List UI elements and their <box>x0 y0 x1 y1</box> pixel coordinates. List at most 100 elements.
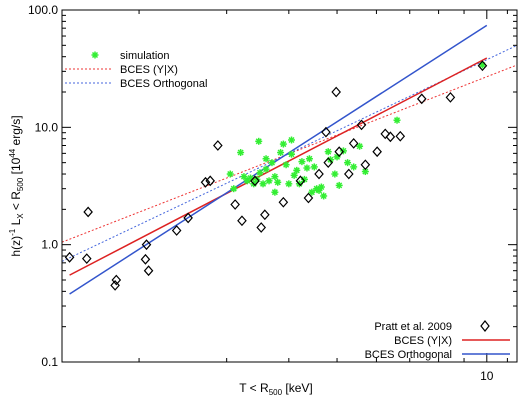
legend-label-bces-yx-solid: BCES (Y|X) <box>394 335 452 347</box>
y-tick-label: 0.1 <box>41 355 58 369</box>
legend-bottom: Pratt et al. 2009 BCES (Y|X) BCES Orthog… <box>365 320 510 361</box>
pratt-point <box>334 146 344 158</box>
legend-diamond-marker <box>480 320 490 332</box>
simulation-point <box>240 173 248 181</box>
simulation-point <box>293 166 301 174</box>
pratt-point <box>385 131 396 143</box>
legend-item-pratt: Pratt et al. 2009 <box>374 320 490 333</box>
legend-item-bces-orth-dotted: BCES Orthogonal <box>65 78 207 90</box>
pratt-point <box>140 253 151 265</box>
simulation-point <box>274 178 282 186</box>
simulation-point <box>305 155 313 163</box>
simulation-point <box>393 116 401 124</box>
pratt-point <box>111 274 122 286</box>
simulation-point <box>303 164 311 172</box>
pratt-point <box>380 128 391 140</box>
simulation-point <box>259 180 267 188</box>
pratt-point <box>64 251 75 263</box>
simulation-point <box>271 173 279 181</box>
pratt-point <box>171 225 182 236</box>
legend-label-simulation: simulation <box>120 50 170 62</box>
pratt-point <box>323 157 334 169</box>
simulation-point <box>282 161 290 169</box>
legend-top: simulation BCES (Y|X) BCES Orthogonal <box>65 50 207 90</box>
pratt-point <box>372 146 382 158</box>
simulation-point <box>356 142 364 150</box>
pratt-point <box>230 199 240 210</box>
pratt-point <box>250 175 260 187</box>
legend-label-bces-yx-dotted: BCES (Y|X) <box>120 64 178 76</box>
simulation-point <box>308 188 316 196</box>
simulation-point <box>285 180 293 188</box>
x-tick-label: 10 <box>480 369 494 383</box>
simulation-point <box>271 188 279 196</box>
y-axis-label: h(z)-1 LX < R500 [1044 erg/s] <box>8 115 25 256</box>
pratt-point <box>278 196 289 208</box>
pratt-point <box>356 119 367 131</box>
simulation-point <box>324 148 332 156</box>
legend-item-bces-yx-solid: BCES (Y|X) <box>394 335 510 347</box>
pratt-point <box>81 253 92 265</box>
pratt-point <box>321 126 331 138</box>
simulation-point <box>317 183 325 191</box>
pratt-point <box>445 91 456 103</box>
pratt-point <box>303 192 314 204</box>
pratt-point <box>183 212 193 224</box>
fit-line-solid-2 <box>69 57 488 276</box>
simulation-point <box>335 181 343 189</box>
pratt-point <box>331 86 341 98</box>
pratt-point <box>256 222 267 233</box>
pratt-point <box>237 215 247 227</box>
pratt-point <box>360 159 371 171</box>
data-points <box>64 60 488 291</box>
simulation-point <box>298 158 306 166</box>
pratt-point <box>143 265 154 277</box>
pratt-point <box>213 140 223 151</box>
simulation-point <box>230 185 238 193</box>
simulation-point <box>288 150 296 158</box>
simulation-point <box>265 177 273 185</box>
plot-frame <box>61 9 518 363</box>
legend-star-marker <box>91 51 99 59</box>
legend-label-bces-orth-dotted: BCES Orthogonal <box>120 78 207 90</box>
legend-label-pratt: Pratt et al. 2009 <box>374 321 452 333</box>
simulation-point <box>331 170 339 178</box>
simulation-point <box>256 169 264 177</box>
legend-item-bces-yx-dotted: BCES (Y|X) <box>65 64 178 76</box>
pratt-point <box>344 168 354 180</box>
simulation-point <box>300 175 308 183</box>
simulation-point <box>262 155 270 163</box>
simulation-point <box>326 156 334 164</box>
pratt-point <box>348 137 359 149</box>
axis-ticks: 0.1 1.0 10.0 100.0 10 <box>28 3 517 383</box>
legend-item-bces-orth-solid: BCES Orthogonal <box>365 349 510 361</box>
simulation-point <box>226 170 234 178</box>
legend-label-bces-orth-solid: BCES Orthogonal <box>365 349 452 361</box>
simulation-point <box>344 159 352 167</box>
simulation-point <box>290 171 298 179</box>
simulation-point <box>262 165 270 173</box>
y-tick-label: 1.0 <box>41 238 58 252</box>
pratt-point <box>260 209 270 221</box>
simulation-point <box>277 149 285 157</box>
pratt-point <box>416 93 427 105</box>
pratt-point <box>314 168 324 180</box>
legend-item-simulation: simulation <box>91 50 170 62</box>
simulation-point <box>237 149 245 157</box>
simulation-point <box>255 137 263 145</box>
pratt-point <box>205 175 216 187</box>
pratt-point <box>141 239 152 251</box>
simulation-point <box>350 163 358 171</box>
y-tick-label: 100.0 <box>28 3 58 17</box>
pratt-point <box>83 206 93 218</box>
simulation-point <box>268 159 276 167</box>
pratt-point <box>110 279 120 291</box>
pratt-point <box>477 60 488 72</box>
x-axis-label: T < R500 [keV] <box>239 381 313 397</box>
y-tick-label: 10.0 <box>35 120 59 134</box>
pratt-point <box>200 176 211 188</box>
simulation-point <box>288 136 296 144</box>
simulation-point <box>310 163 318 171</box>
simulation-point <box>279 140 287 148</box>
